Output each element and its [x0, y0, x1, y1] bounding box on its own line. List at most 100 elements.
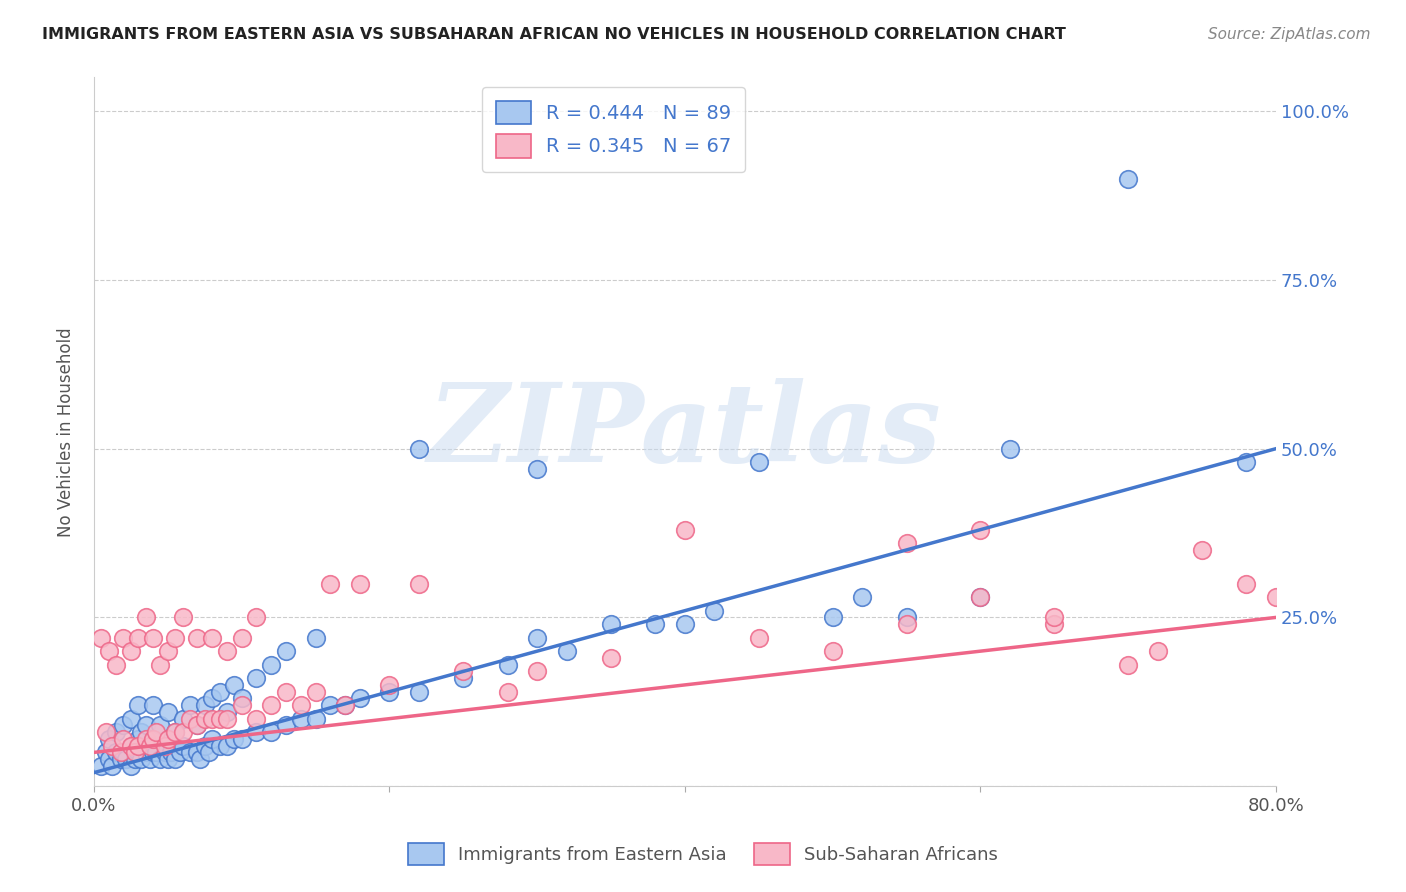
Point — [245, 725, 267, 739]
Point — [127, 698, 149, 713]
Point — [172, 610, 194, 624]
Text: ZIPatlas: ZIPatlas — [427, 378, 942, 485]
Point — [179, 712, 201, 726]
Point — [453, 671, 475, 685]
Point — [139, 752, 162, 766]
Point — [97, 644, 120, 658]
Point — [969, 590, 991, 604]
Point — [208, 712, 231, 726]
Point — [142, 731, 165, 746]
Point — [304, 712, 326, 726]
Point — [145, 725, 167, 739]
Text: IMMIGRANTS FROM EASTERN ASIA VS SUBSAHARAN AFRICAN NO VEHICLES IN HOUSEHOLD CORR: IMMIGRANTS FROM EASTERN ASIA VS SUBSAHAR… — [42, 27, 1066, 42]
Point — [224, 678, 246, 692]
Point — [224, 731, 246, 746]
Point — [127, 739, 149, 753]
Point — [408, 684, 430, 698]
Point — [120, 739, 142, 753]
Point — [135, 718, 157, 732]
Text: Source: ZipAtlas.com: Source: ZipAtlas.com — [1208, 27, 1371, 42]
Point — [120, 759, 142, 773]
Point — [120, 739, 142, 753]
Point — [496, 684, 519, 698]
Point — [112, 745, 135, 759]
Point — [129, 725, 152, 739]
Point — [112, 731, 135, 746]
Point — [215, 739, 238, 753]
Point — [378, 678, 401, 692]
Point — [245, 712, 267, 726]
Point — [153, 745, 176, 759]
Point — [127, 731, 149, 746]
Point — [186, 718, 208, 732]
Point — [165, 725, 187, 739]
Point — [1116, 657, 1139, 672]
Point — [408, 576, 430, 591]
Point — [319, 576, 342, 591]
Point — [194, 739, 217, 753]
Point — [748, 455, 770, 469]
Point — [110, 745, 132, 759]
Point — [94, 745, 117, 759]
Point — [555, 644, 578, 658]
Point — [201, 631, 224, 645]
Point — [600, 651, 623, 665]
Point — [135, 731, 157, 746]
Point — [408, 442, 430, 456]
Y-axis label: No Vehicles in Household: No Vehicles in Household — [58, 327, 75, 537]
Point — [165, 631, 187, 645]
Point — [153, 739, 176, 753]
Point — [124, 752, 146, 766]
Point — [290, 698, 312, 713]
Point — [1043, 617, 1066, 632]
Point — [149, 718, 172, 732]
Point — [673, 617, 696, 632]
Point — [112, 718, 135, 732]
Point — [186, 745, 208, 759]
Point — [105, 745, 128, 759]
Point — [198, 745, 221, 759]
Point — [231, 731, 253, 746]
Point — [319, 698, 342, 713]
Point — [1234, 576, 1257, 591]
Point — [179, 698, 201, 713]
Point — [112, 631, 135, 645]
Point — [94, 725, 117, 739]
Point — [1146, 644, 1168, 658]
Point — [124, 745, 146, 759]
Point — [105, 725, 128, 739]
Point — [378, 684, 401, 698]
Point — [135, 745, 157, 759]
Point — [274, 644, 297, 658]
Point — [245, 610, 267, 624]
Point — [703, 604, 725, 618]
Point — [333, 698, 356, 713]
Point — [129, 752, 152, 766]
Point — [201, 691, 224, 706]
Point — [304, 684, 326, 698]
Point — [215, 712, 238, 726]
Point — [260, 725, 283, 739]
Point — [1116, 171, 1139, 186]
Point — [156, 731, 179, 746]
Point — [156, 644, 179, 658]
Point — [274, 684, 297, 698]
Point — [821, 644, 844, 658]
Point — [245, 671, 267, 685]
Point — [896, 617, 918, 632]
Point — [139, 739, 162, 753]
Point — [896, 536, 918, 550]
Point — [194, 712, 217, 726]
Point — [142, 731, 165, 746]
Point — [100, 739, 122, 753]
Point — [644, 617, 666, 632]
Point — [142, 745, 165, 759]
Point — [156, 752, 179, 766]
Point — [194, 698, 217, 713]
Point — [149, 752, 172, 766]
Point — [201, 712, 224, 726]
Point — [526, 462, 548, 476]
Point — [290, 712, 312, 726]
Point — [851, 590, 873, 604]
Point — [188, 752, 211, 766]
